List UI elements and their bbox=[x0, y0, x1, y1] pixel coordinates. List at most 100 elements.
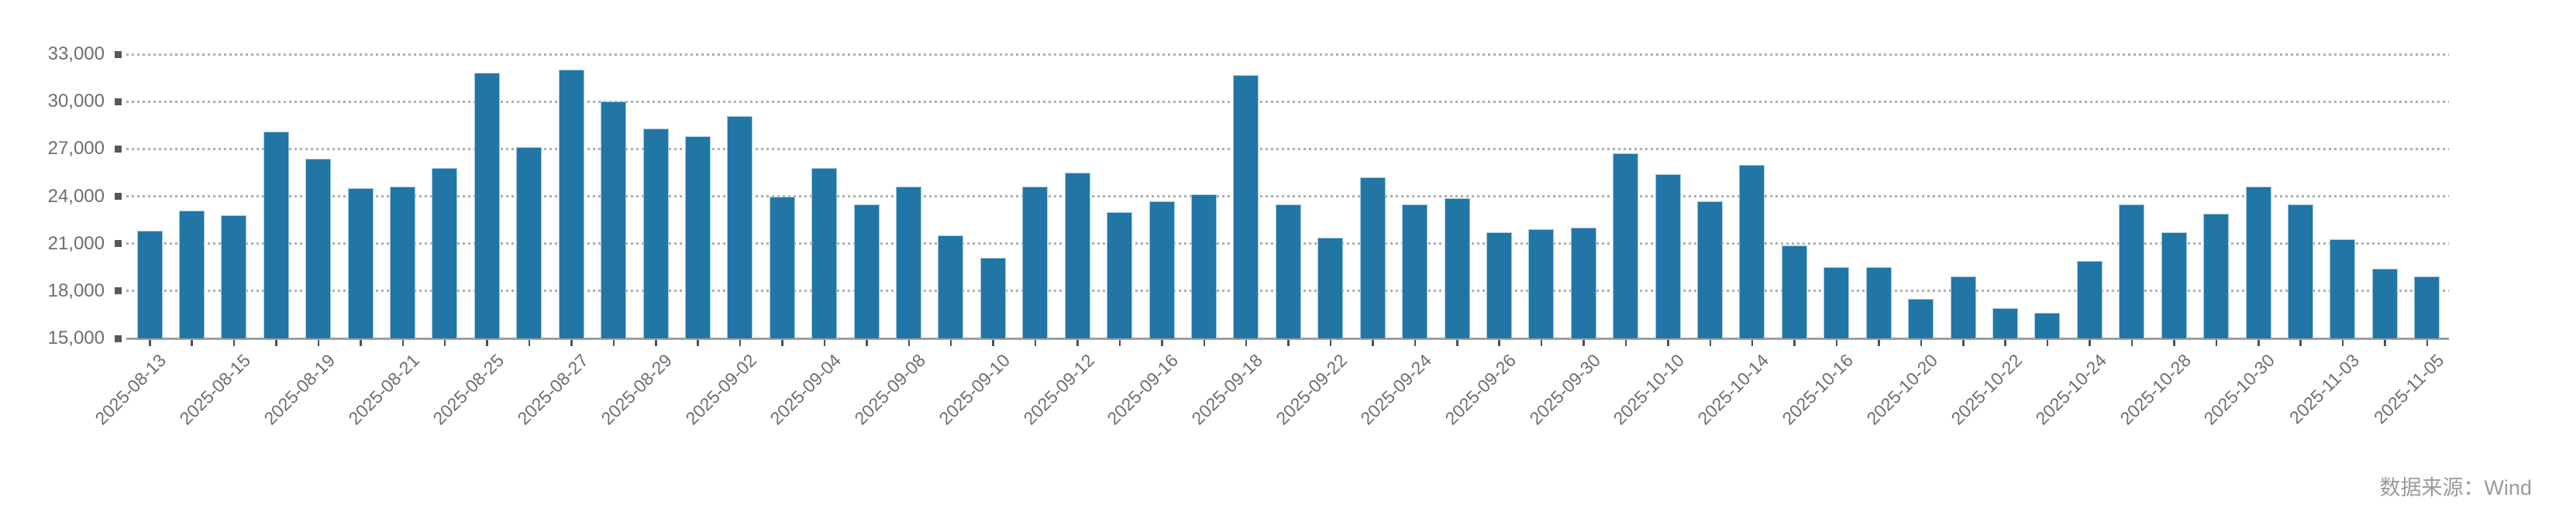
bar-2025-08-18[interactable] bbox=[263, 131, 289, 338]
bar-2025-08-22[interactable] bbox=[432, 167, 458, 338]
bar-2025-10-13[interactable] bbox=[1697, 201, 1724, 338]
x-axis-tick bbox=[2257, 340, 2260, 346]
bar-2025-08-26[interactable] bbox=[516, 147, 542, 338]
x-axis-tick-label: 2025-09-08 bbox=[850, 350, 929, 429]
bar-2025-09-09[interactable] bbox=[938, 235, 964, 338]
bar-2025-09-29[interactable] bbox=[1528, 229, 1555, 338]
x-axis-tick-label: 2025-10-10 bbox=[1609, 350, 1689, 429]
x-axis-tick bbox=[1540, 340, 1543, 346]
x-axis-tick bbox=[1161, 340, 1163, 346]
gridline bbox=[126, 100, 2449, 103]
bar-2025-09-02[interactable] bbox=[727, 115, 753, 338]
bar-2025-09-18[interactable] bbox=[1233, 74, 1259, 338]
bar-2025-09-15[interactable] bbox=[1107, 211, 1133, 338]
bar-2025-10-29[interactable] bbox=[2203, 213, 2230, 338]
x-axis-tick-label: 2025-09-16 bbox=[1103, 350, 1183, 429]
x-axis-tick bbox=[1245, 340, 1248, 346]
x-axis-tick bbox=[401, 340, 405, 346]
bar-2025-10-28[interactable] bbox=[2161, 232, 2187, 338]
x-axis-tick bbox=[1878, 340, 1880, 346]
y-axis-tick-label: 15,000 bbox=[47, 328, 105, 348]
bar-2025-08-28[interactable] bbox=[601, 101, 627, 338]
x-axis-tick bbox=[697, 340, 699, 346]
bar-2025-08-14[interactable] bbox=[178, 210, 205, 338]
x-axis-tick bbox=[1329, 340, 1332, 346]
bar-2025-09-23[interactable] bbox=[1359, 177, 1386, 338]
x-axis-tick bbox=[1118, 340, 1121, 346]
x-axis-tick bbox=[612, 340, 615, 346]
bar-2025-09-16[interactable] bbox=[1149, 201, 1175, 338]
bar-2025-10-16[interactable] bbox=[1824, 267, 1850, 338]
bar-2025-08-20[interactable] bbox=[347, 188, 374, 338]
bar-2025-10-14[interactable] bbox=[1739, 164, 1765, 338]
x-axis-tick bbox=[992, 340, 994, 346]
bar-2025-09-03[interactable] bbox=[769, 196, 795, 338]
x-axis-tick-label: 2025-10-24 bbox=[2031, 350, 2110, 429]
y-axis-tick-marker bbox=[115, 193, 122, 200]
y-axis-tick-marker bbox=[115, 334, 122, 342]
bar-2025-09-01[interactable] bbox=[684, 136, 711, 338]
bar-2025-10-22[interactable] bbox=[1992, 308, 2018, 338]
bar-2025-09-26[interactable] bbox=[1486, 232, 1512, 338]
x-axis-tick bbox=[1456, 340, 1458, 346]
x-axis-tick bbox=[443, 340, 446, 346]
bar-2025-11-04[interactable] bbox=[2371, 269, 2398, 338]
x-axis-tick bbox=[655, 340, 657, 346]
x-axis-tick bbox=[1076, 340, 1079, 346]
x-axis-tick-label: 2025-09-26 bbox=[1441, 350, 1520, 429]
gridline bbox=[126, 147, 2449, 150]
bar-2025-08-29[interactable] bbox=[642, 128, 669, 338]
x-axis-tick bbox=[2215, 340, 2218, 346]
x-axis-tick bbox=[1203, 340, 1205, 346]
bar-2025-10-30[interactable] bbox=[2245, 187, 2271, 338]
bar-2025-08-19[interactable] bbox=[305, 158, 332, 338]
bar-2025-09-04[interactable] bbox=[811, 167, 838, 338]
x-axis-tick bbox=[2384, 340, 2386, 346]
y-axis-tick-marker bbox=[115, 50, 122, 58]
bar-2025-10-15[interactable] bbox=[1781, 245, 1807, 338]
bar-2025-10-23[interactable] bbox=[2034, 313, 2061, 338]
bar-2025-09-12[interactable] bbox=[1064, 172, 1090, 338]
bar-2025-10-20[interactable] bbox=[1908, 299, 1934, 338]
x-axis-tick-label: 2025-08-13 bbox=[91, 350, 170, 429]
bar-2025-10-09[interactable] bbox=[1613, 153, 1639, 338]
y-axis-tick-label: 30,000 bbox=[47, 91, 105, 112]
x-axis-tick bbox=[1034, 340, 1037, 346]
bar-2025-10-10[interactable] bbox=[1655, 173, 1681, 338]
bar-2025-08-13[interactable] bbox=[136, 231, 163, 338]
bar-2025-08-21[interactable] bbox=[390, 187, 416, 338]
x-axis-tick bbox=[570, 340, 573, 346]
bar-2025-09-25[interactable] bbox=[1444, 197, 1470, 338]
x-axis-tick bbox=[1793, 340, 1796, 346]
bar-2025-09-22[interactable] bbox=[1317, 237, 1344, 338]
x-axis-tick-label: 2025-10-20 bbox=[1862, 350, 1942, 429]
bar-2025-10-21[interactable] bbox=[1950, 276, 1976, 338]
y-axis-tick-marker bbox=[115, 287, 122, 295]
bar-2025-09-24[interactable] bbox=[1402, 204, 1428, 338]
x-axis-tick bbox=[1287, 340, 1290, 346]
bar-2025-08-25[interactable] bbox=[474, 73, 500, 338]
x-axis-tick bbox=[149, 340, 151, 346]
bar-2025-09-30[interactable] bbox=[1570, 228, 1596, 338]
bar-2025-11-05[interactable] bbox=[2414, 276, 2440, 338]
bar-2025-10-24[interactable] bbox=[2076, 261, 2102, 338]
x-axis-tick bbox=[2089, 340, 2091, 346]
bar-2025-10-27[interactable] bbox=[2119, 204, 2145, 338]
bar-2025-09-05[interactable] bbox=[853, 204, 880, 338]
bar-2025-08-27[interactable] bbox=[558, 70, 584, 338]
bar-2025-09-10[interactable] bbox=[980, 258, 1006, 338]
bar-2025-09-11[interactable] bbox=[1022, 187, 1049, 338]
gridline bbox=[126, 195, 2449, 197]
x-axis-tick-label: 2025-09-22 bbox=[1272, 350, 1352, 429]
x-axis-tick-label: 2025-08-19 bbox=[260, 350, 339, 429]
bar-2025-09-17[interactable] bbox=[1191, 194, 1217, 338]
y-axis-tick-marker bbox=[115, 98, 122, 105]
bar-2025-08-15[interactable] bbox=[221, 214, 247, 338]
data-source-label: 数据来源：Wind bbox=[2379, 476, 2532, 499]
bar-2025-10-31[interactable] bbox=[2287, 204, 2313, 338]
bar-2025-11-03[interactable] bbox=[2330, 238, 2356, 338]
bar-2025-09-08[interactable] bbox=[896, 187, 922, 338]
x-axis-tick bbox=[949, 340, 952, 346]
bar-2025-09-19[interactable] bbox=[1275, 204, 1301, 338]
bar-2025-10-17[interactable] bbox=[1865, 267, 1892, 338]
